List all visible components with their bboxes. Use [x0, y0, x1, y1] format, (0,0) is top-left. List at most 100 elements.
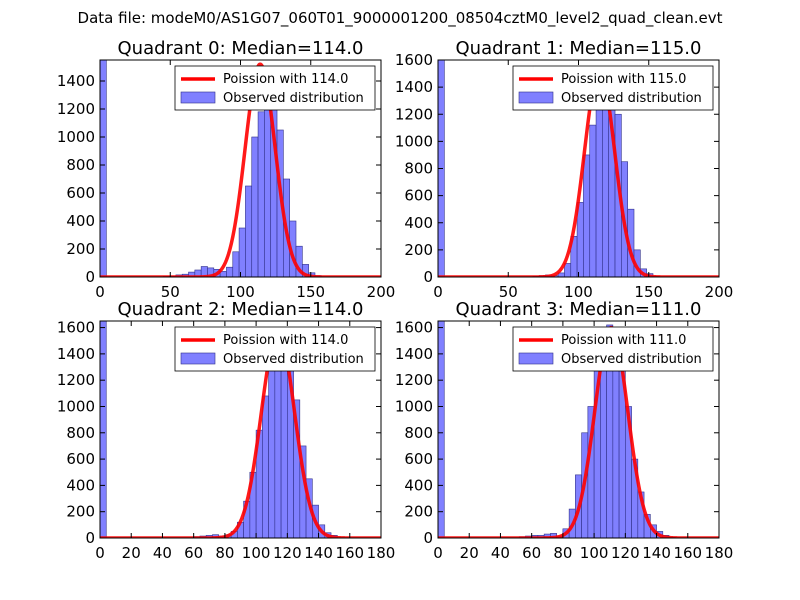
- legend-bar-label: Observed distribution: [223, 352, 364, 367]
- axes-frame: [99, 320, 382, 539]
- x-tick-label: 100: [242, 544, 271, 562]
- chart-title: Quadrant 2: Median=114.0: [118, 299, 364, 320]
- legend-bar-swatch: [518, 91, 554, 104]
- histogram-bar: [257, 111, 265, 277]
- x-tick-label: 20: [460, 544, 479, 562]
- histogram-bar: [595, 100, 603, 277]
- legend: Poission with 111.0 Observed distribution: [512, 326, 714, 372]
- y-tick-label: 1000: [395, 132, 433, 150]
- y-tick-label: 1400: [395, 345, 433, 363]
- y-tick-label: 200: [404, 503, 433, 521]
- y-tick-label: 800: [66, 156, 95, 174]
- y-tick-label: 800: [404, 160, 433, 178]
- y-tick-label: 0: [85, 268, 95, 286]
- histogram-bar: [602, 84, 610, 277]
- legend-line-label: Poission with 114.0: [223, 72, 348, 87]
- x-tick-label: 160: [335, 544, 364, 562]
- y-tick-label: 1200: [57, 100, 95, 118]
- chart-title: Quadrant 1: Median=115.0: [456, 38, 702, 59]
- x-tick-label: 20: [122, 544, 141, 562]
- legend-bar-label: Observed distribution: [561, 352, 702, 367]
- legend-line-label: Poission with 114.0: [223, 333, 348, 348]
- histogram-bar: [232, 251, 240, 277]
- axes-frame: [437, 320, 720, 539]
- x-tick-label: 0: [95, 283, 105, 301]
- y-tick-label: 200: [404, 241, 433, 259]
- y-tick-label: 1200: [395, 105, 433, 123]
- x-tick-label: 60: [522, 544, 541, 562]
- legend-bar-label: Observed distribution: [223, 91, 364, 106]
- histogram-bar: [245, 185, 253, 277]
- x-tick-label: 150: [634, 283, 663, 301]
- chart-panel-3: 0 20 40 60 80 100 120 140 160 180 0 200 400 600 800 100…: [395, 299, 734, 562]
- histogram-bar: [100, 60, 107, 277]
- x-tick-label: 0: [433, 283, 443, 301]
- chart-panel-2: 0 20 40 60 80 100 120 140 160 180 0 200 400 600 800 100…: [57, 299, 396, 562]
- y-tick-label: 1400: [395, 78, 433, 96]
- histogram-bar: [589, 124, 597, 277]
- y-tick-label: 400: [66, 476, 95, 494]
- histogram-bar: [268, 356, 276, 538]
- y-tick-label: 200: [66, 503, 95, 521]
- histogram-bar: [564, 263, 572, 277]
- chart-panel-0: 0 50 100 150 200 0 200 400 600 800 1000 1200 1400 Qua…: [57, 38, 396, 301]
- y-tick-label: 400: [404, 476, 433, 494]
- histogram-bar: [251, 136, 259, 277]
- y-tick-label: 1000: [57, 128, 95, 146]
- y-tick-label: 0: [85, 529, 95, 547]
- x-tick-label: 50: [499, 283, 518, 301]
- x-tick-label: 120: [273, 544, 302, 562]
- bar-group: [100, 60, 322, 277]
- y-tick-label: 400: [404, 214, 433, 232]
- histogram-bar: [264, 91, 272, 277]
- y-tick-label: 1400: [57, 72, 95, 90]
- y-tick-label: 400: [66, 212, 95, 230]
- histogram-bar: [583, 154, 591, 277]
- legend-bar-swatch: [180, 352, 216, 365]
- y-tick-label: 200: [66, 240, 95, 258]
- legend: Poission with 115.0 Observed distribution: [512, 65, 714, 111]
- y-tick-label: 1600: [395, 51, 433, 69]
- histogram-bar: [280, 343, 288, 538]
- y-tick-label: 600: [404, 187, 433, 205]
- y-tick-label: 1000: [395, 397, 433, 415]
- y-tick-label: 600: [404, 450, 433, 468]
- legend-bar-swatch: [518, 352, 554, 365]
- x-tick-label: 150: [296, 283, 325, 301]
- chart-title: Quadrant 3: Median=111.0: [456, 299, 702, 320]
- x-tick-label: 180: [705, 544, 734, 562]
- x-tick-label: 200: [705, 283, 734, 301]
- chart-panel-1: 0 50 100 150 200 0 200 400 600 800 1000 1200 1400 160…: [395, 38, 734, 301]
- y-tick-label: 1600: [395, 319, 433, 337]
- poisson-fit-line: [100, 329, 381, 538]
- histogram-bar: [226, 266, 234, 277]
- x-tick-label: 0: [95, 544, 105, 562]
- x-tick-label: 140: [304, 544, 333, 562]
- histogram-bar: [262, 395, 269, 538]
- poisson-fit-line: [438, 67, 719, 277]
- figure-suptitle: Data file: modeM0/AS1G07_060T01_90000012…: [77, 9, 723, 27]
- x-tick-label: 160: [673, 544, 702, 562]
- x-tick-label: 50: [161, 283, 180, 301]
- y-tick-label: 0: [423, 529, 433, 547]
- legend: Poission with 114.0 Observed distribution: [174, 326, 376, 372]
- x-tick-label: 80: [553, 544, 572, 562]
- x-tick-label: 100: [226, 283, 255, 301]
- y-tick-label: 1200: [57, 371, 95, 389]
- x-tick-label: 200: [367, 283, 396, 301]
- x-tick-label: 0: [433, 544, 443, 562]
- x-tick-label: 140: [642, 544, 671, 562]
- bar-group: [438, 321, 676, 538]
- x-tick-label: 40: [153, 544, 172, 562]
- legend-line-label: Poission with 111.0: [561, 333, 686, 348]
- x-tick-label: 100: [580, 544, 609, 562]
- y-tick-label: 800: [404, 424, 433, 442]
- x-tick-label: 40: [491, 544, 510, 562]
- legend: Poission with 114.0 Observed distribution: [174, 65, 376, 111]
- y-tick-label: 1000: [57, 397, 95, 415]
- y-tick-label: 600: [66, 184, 95, 202]
- legend-line-label: Poission with 115.0: [561, 72, 686, 87]
- x-tick-label: 180: [367, 544, 396, 562]
- y-tick-label: 1600: [57, 319, 95, 337]
